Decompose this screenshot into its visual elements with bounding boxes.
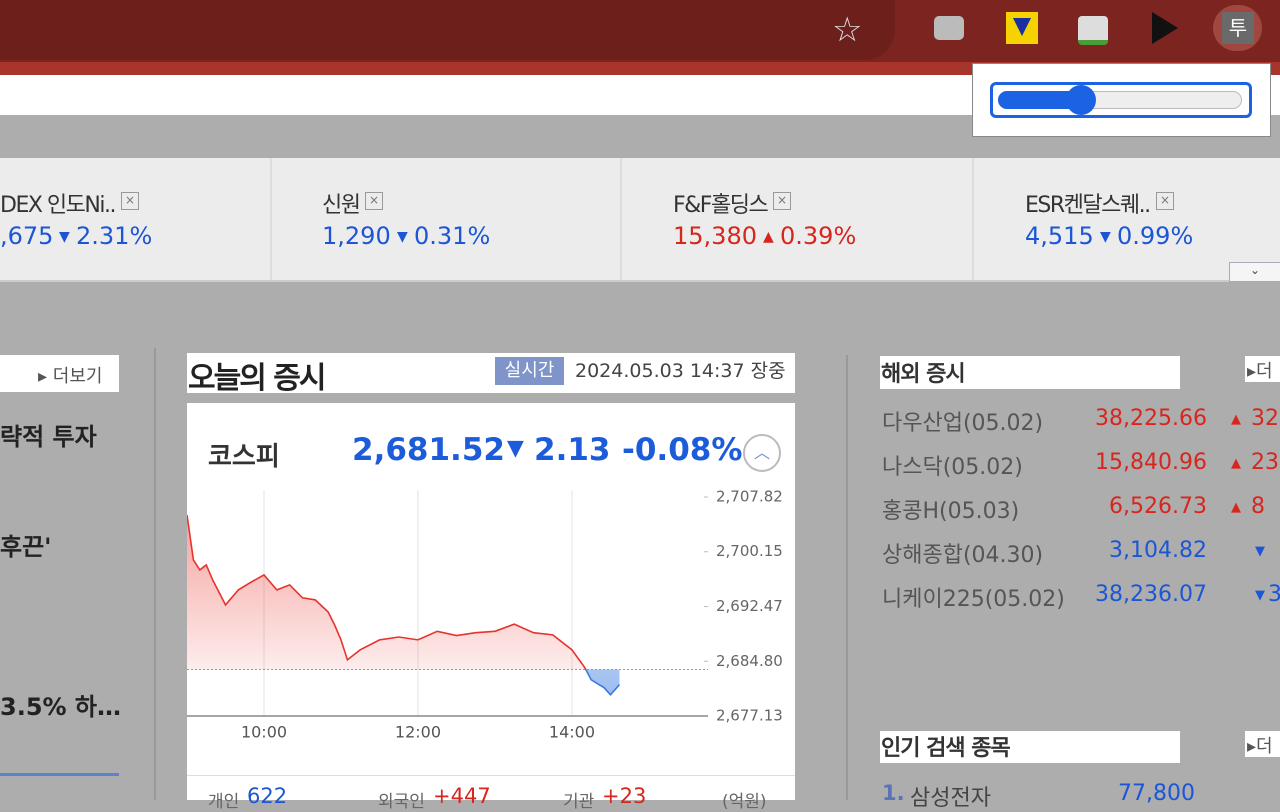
more-box[interactable] <box>1245 731 1280 757</box>
realtime-badge: 실시간 <box>495 357 564 385</box>
index-change: 2.13 <box>534 432 611 468</box>
index-change: 8 <box>1251 494 1265 519</box>
address-bar[interactable] <box>0 0 895 60</box>
more-link[interactable]: ▸더 <box>1247 736 1273 757</box>
ticker-strip <box>0 158 1280 282</box>
more-text[interactable]: 더 <box>1256 736 1273 757</box>
index-name[interactable]: 니케이225(05.02) <box>882 587 1065 612</box>
index-name[interactable]: 나스닥(05.02) <box>882 455 1023 480</box>
ticker-arrow: ▼ <box>397 229 408 245</box>
remove-button[interactable]: × <box>121 192 139 210</box>
ticker-change: 0.99% <box>1117 222 1194 250</box>
change-arrow: ▲ <box>1231 412 1241 427</box>
ticker-name[interactable]: 신원 <box>322 193 361 218</box>
divider <box>154 348 156 800</box>
ticker-name[interactable]: ESR켄달스퀘.. <box>1025 193 1151 218</box>
more-text[interactable]: 더보기 <box>52 366 103 387</box>
stock-price: 77,800 <box>1118 781 1195 806</box>
investor-value: +447 <box>433 784 491 808</box>
separator <box>187 775 795 776</box>
change-arrow: ▲ <box>1231 456 1241 471</box>
index-value: 6,526.73 <box>1109 494 1207 519</box>
index-name[interactable]: 다우산업(05.02) <box>882 411 1044 436</box>
ticker-change: 0.39% <box>780 222 857 250</box>
headline[interactable]: 후끈' <box>0 533 52 561</box>
change-arrow: ▲ <box>1231 500 1241 515</box>
headline[interactable]: 3.5% 하… <box>0 693 121 721</box>
more-text[interactable]: 더 <box>1256 361 1273 382</box>
cursor-extension[interactable] <box>1152 12 1178 44</box>
index-value: 38,225.66 <box>1095 406 1207 431</box>
index-value: 3,104.82 <box>1109 538 1207 563</box>
slider[interactable] <box>990 82 1252 118</box>
index-name[interactable]: 홍콩H(05.03) <box>882 499 1020 524</box>
divider <box>972 158 974 280</box>
index-value: 15,840.96 <box>1095 450 1207 475</box>
ticker-arrow: ▼ <box>1100 229 1111 245</box>
more-link[interactable]: ▸더 <box>1247 361 1273 382</box>
headline[interactable]: 략적 투자 <box>0 423 97 451</box>
index-change: 3 <box>1268 582 1280 607</box>
window-extension[interactable] <box>1078 16 1108 45</box>
rank: 1. <box>882 781 905 805</box>
ticker-price: 1,290 <box>322 222 391 250</box>
divider <box>846 355 848 800</box>
index-change-pct: -0.08% <box>622 432 743 468</box>
ticker-price: ,675 <box>0 222 54 250</box>
more-box[interactable] <box>0 355 119 392</box>
popular-title-box <box>880 731 1180 763</box>
tab-strip <box>0 62 1280 75</box>
overseas-title: 해외 증시 <box>881 362 966 387</box>
index-change: 23 <box>1251 450 1279 475</box>
change-arrow: ▼ <box>507 436 524 461</box>
change-arrow: ▼ <box>1255 544 1265 559</box>
overseas-title-box <box>880 356 1180 389</box>
change-arrow: ▼ <box>1255 588 1265 603</box>
expand-button[interactable]: ⌄ <box>1229 262 1280 282</box>
index-value: 38,236.07 <box>1095 582 1207 607</box>
index-name[interactable]: 상해종합(04.30) <box>882 543 1044 568</box>
remove-button[interactable]: × <box>1156 192 1174 210</box>
collapse-button[interactable]: ︿ <box>743 434 781 472</box>
divider <box>620 158 622 280</box>
bookmark-star[interactable]: ☆ <box>832 10 863 50</box>
ticker-name[interactable]: F&F홀딩스 <box>673 193 769 218</box>
index-name: 코스피 <box>208 442 280 472</box>
ticker-arrow: ▼ <box>59 229 70 245</box>
remove-button[interactable]: × <box>365 192 383 210</box>
more-link[interactable]: ▸ 더보기 <box>38 366 103 387</box>
ticker-change: 0.31% <box>414 222 491 250</box>
market-title: 오늘의 증시 <box>188 361 326 396</box>
remove-button[interactable]: × <box>773 192 791 210</box>
ticker-arrow: ▲ <box>763 229 774 245</box>
investor-value: +23 <box>602 784 647 808</box>
divider <box>270 158 272 280</box>
popular-title: 인기 검색 종목 <box>881 736 1011 761</box>
download-extension[interactable] <box>1006 12 1038 44</box>
ticker-change: 2.31% <box>76 222 153 250</box>
ticker-name[interactable]: DEX 인도Ni.. <box>0 193 116 218</box>
extension-button[interactable]: 투 <box>1222 12 1254 44</box>
stock-name[interactable]: 삼성전자 <box>910 786 991 811</box>
market-datetime: 2024.05.03 14:37 장중 <box>575 360 786 382</box>
more-box[interactable] <box>1245 356 1280 382</box>
market-title-box <box>187 353 795 393</box>
investor-value: 622 <box>247 784 288 808</box>
ticker-price: 15,380 <box>673 222 757 250</box>
index-value: 2,681.52 <box>352 432 505 468</box>
index-change: 32 <box>1251 406 1279 431</box>
camera-extension[interactable] <box>934 16 964 40</box>
underline <box>0 773 119 776</box>
ticker-price: 4,515 <box>1025 222 1094 250</box>
